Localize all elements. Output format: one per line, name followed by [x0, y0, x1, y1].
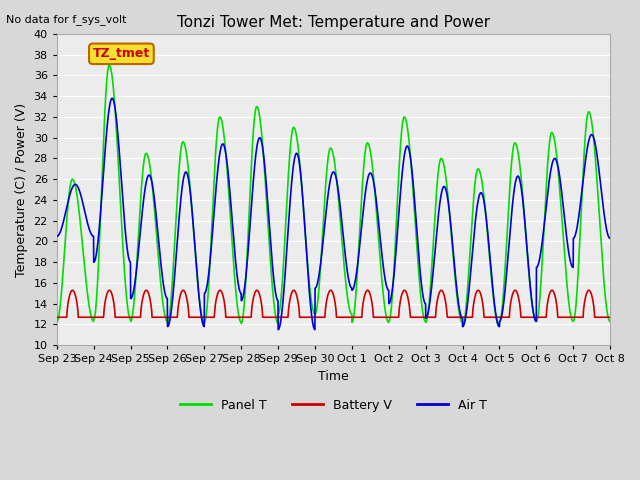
Text: TZ_tmet: TZ_tmet	[93, 48, 150, 60]
Legend: Panel T, Battery V, Air T: Panel T, Battery V, Air T	[175, 394, 492, 417]
X-axis label: Time: Time	[318, 370, 349, 383]
Title: Tonzi Tower Met: Temperature and Power: Tonzi Tower Met: Temperature and Power	[177, 15, 490, 30]
Text: No data for f_sys_volt: No data for f_sys_volt	[6, 14, 127, 25]
Y-axis label: Temperature (C) / Power (V): Temperature (C) / Power (V)	[15, 103, 28, 276]
